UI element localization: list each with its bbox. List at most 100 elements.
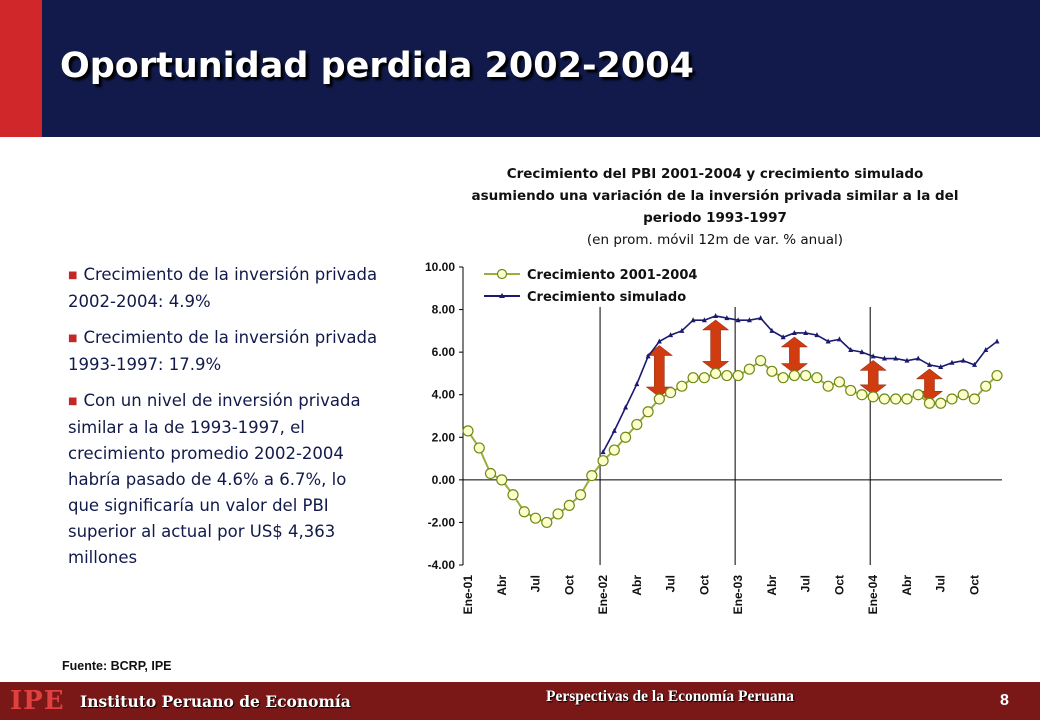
x-tick-label: Oct (832, 575, 846, 595)
data-point-actual (901, 393, 913, 405)
x-tick-label: Oct (562, 575, 576, 595)
chart-subtitle: (en prom. móvil 12m de var. % anual) (586, 232, 844, 248)
x-tick-label: Ene-01 (461, 575, 475, 615)
data-point-actual (890, 393, 902, 405)
footer-tagline: Perspectivas de la Economía Peruana (546, 688, 794, 705)
data-point-actual (822, 380, 834, 392)
data-point-actual (800, 369, 812, 382)
y-tick-label: 6.00 (432, 345, 456, 359)
bullet-square-icon: ■ (68, 270, 78, 281)
data-point-simulated (983, 347, 989, 353)
x-tick-label: Ene-02 (596, 575, 610, 615)
y-tick-label: -4.00 (428, 558, 456, 572)
data-point-simulated (791, 329, 797, 335)
data-point-actual (732, 369, 744, 382)
series-line-actual (467, 359, 998, 524)
legend-marker (496, 268, 508, 280)
data-point-actual (642, 406, 654, 418)
bullet-item: ■ Crecimiento de la inversión privada 199… (68, 325, 378, 378)
data-point-actual (631, 418, 643, 431)
slide-title: Oportunidad perdida 2002-2004 (60, 46, 694, 86)
chart-title: Crecimiento del PBI 2001-2004 y crecimie… (471, 166, 959, 226)
data-point-simulated (960, 357, 966, 363)
data-point-simulated (679, 327, 685, 333)
bullet-item: ■ Con un nivel de inversión privada simil… (68, 388, 378, 571)
data-point-actual (698, 372, 710, 384)
data-point-simulated (758, 315, 764, 321)
x-tick-label: Abr (630, 575, 644, 596)
bullet-text: Crecimiento de la inversión privada 1993… (68, 328, 378, 374)
data-point-actual (980, 380, 992, 392)
data-point-actual (473, 442, 485, 454)
x-tick-label: Oct (697, 575, 711, 595)
x-tick-label: Oct (967, 575, 981, 595)
data-point-simulated (746, 317, 752, 323)
data-point-actual (946, 393, 958, 405)
y-tick-label: 8.00 (432, 303, 456, 317)
data-point-simulated (611, 427, 617, 433)
data-point-actual (845, 384, 857, 397)
data-point-simulated (870, 353, 876, 359)
data-point-actual (484, 467, 497, 480)
data-point-actual (912, 389, 924, 401)
data-point-actual (574, 489, 587, 501)
x-tick-label: Jul (799, 575, 813, 592)
legend-marker (499, 293, 505, 298)
data-point-simulated (881, 355, 887, 361)
data-point-actual (619, 431, 632, 443)
data-point-simulated (926, 361, 932, 367)
data-point-simulated (971, 361, 977, 367)
data-point-actual (811, 372, 823, 384)
data-point-simulated (735, 317, 741, 323)
data-point-simulated (713, 312, 719, 318)
data-point-simulated (645, 353, 651, 359)
y-tick-label: 0.00 (432, 473, 456, 487)
x-tick-label: Abr (765, 575, 779, 596)
data-point-simulated (656, 338, 662, 344)
x-tick-label: Jul (529, 575, 543, 592)
data-point-actual (766, 365, 778, 377)
data-point-actual (833, 376, 846, 388)
data-point-actual (991, 369, 1003, 382)
data-point-actual (710, 367, 722, 380)
data-point-actual (923, 397, 936, 409)
data-point-simulated (893, 355, 899, 361)
legend-label: Crecimiento 2001-2004 (527, 268, 697, 283)
data-point-simulated (623, 404, 629, 410)
legend-label: Crecimiento simulado (527, 290, 686, 305)
data-point-simulated (938, 364, 944, 370)
data-point-simulated (859, 349, 865, 355)
data-point-actual (935, 397, 947, 409)
data-point-simulated (848, 347, 854, 353)
header-accent-bar (0, 0, 42, 137)
y-tick-label: 4.00 (432, 388, 456, 402)
x-tick-label: Abr (495, 575, 509, 596)
x-tick-label: Ene-03 (731, 575, 745, 615)
data-point-simulated (780, 334, 786, 340)
data-point-actual (608, 444, 620, 456)
data-point-actual (856, 389, 868, 401)
data-point-actual (462, 425, 474, 437)
bullet-text: Crecimiento de la inversión privada 2002… (68, 265, 378, 311)
data-point-actual (743, 363, 755, 375)
data-point-simulated (668, 332, 674, 338)
data-point-simulated (814, 332, 820, 338)
data-point-actual (518, 506, 530, 518)
data-point-actual (867, 391, 879, 403)
x-tick-label: Ene-04 (866, 575, 880, 615)
data-point-simulated (634, 381, 640, 387)
data-point-actual (878, 393, 891, 405)
data-point-simulated (803, 329, 809, 335)
data-point-actual (788, 369, 801, 382)
data-point-actual (676, 380, 688, 392)
data-point-actual (687, 372, 699, 384)
data-point-actual (653, 393, 665, 405)
data-point-actual (586, 470, 598, 482)
slide-footer: IPE Instituto Peruano de Economía Perspe… (0, 682, 1040, 720)
data-point-actual (721, 369, 733, 382)
data-point-actual (597, 455, 609, 467)
data-point-simulated (724, 315, 730, 321)
data-point-simulated (690, 317, 696, 323)
bullet-item: ■ Crecimiento de la inversión privada 200… (68, 262, 378, 315)
